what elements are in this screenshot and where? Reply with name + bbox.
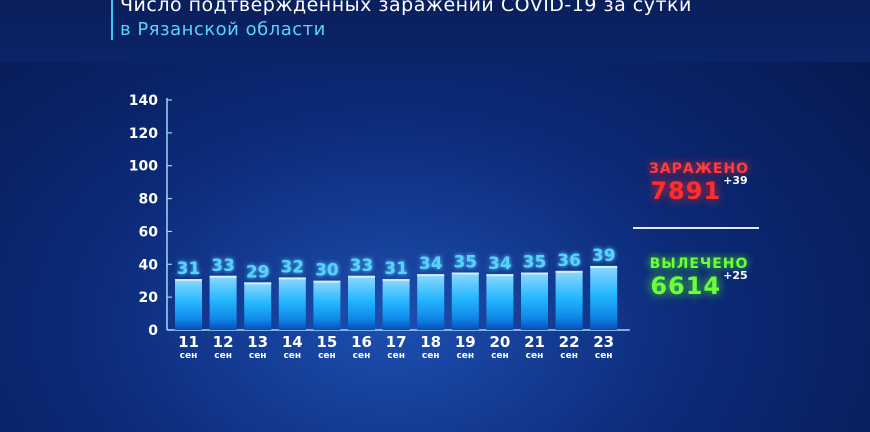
bar-value-label: 35 [453, 253, 477, 273]
bar-top-highlight [278, 277, 306, 280]
y-tick-label: 60 [139, 224, 159, 240]
bar [244, 282, 272, 330]
infected-label: ЗАРАЖЕНО [648, 161, 750, 177]
x-tick-sublabel: сен [422, 351, 440, 361]
bar-top-highlight [555, 270, 583, 273]
bar-top-highlight [244, 282, 272, 285]
x-tick-sublabel: сен [283, 351, 301, 361]
x-tick-label: 12 [213, 333, 234, 351]
bar [175, 279, 202, 330]
bar [451, 272, 479, 330]
y-tick-label: 140 [129, 93, 158, 109]
x-tick-sublabel: сен [180, 351, 198, 361]
bar [209, 275, 237, 330]
bar-top-highlight [313, 280, 341, 283]
y-tick-label: 120 [129, 126, 158, 142]
bar-top-highlight [521, 272, 548, 275]
y-tick-label: 100 [129, 159, 158, 175]
infected-stat: ЗАРАЖЕНО 7891 +39 [640, 161, 758, 205]
recovered-delta: +25 [723, 269, 748, 282]
x-tick-label: 11 [178, 333, 199, 351]
x-tick-label: 20 [489, 333, 510, 351]
bar [278, 277, 306, 330]
x-tick-sublabel: сен [560, 351, 578, 361]
x-tick-sublabel: сен [353, 351, 371, 361]
x-tick-label: 17 [386, 333, 407, 351]
x-tick-sublabel: сен [526, 351, 544, 361]
x-tick-sublabel: сен [595, 351, 613, 361]
x-tick-label: 16 [351, 333, 372, 351]
x-tick-sublabel: сен [456, 351, 474, 361]
bar [348, 275, 375, 330]
bar [590, 265, 618, 330]
x-tick-label: 14 [282, 333, 303, 351]
bar-value-label: 31 [177, 259, 201, 279]
x-tick-label: 13 [247, 333, 268, 351]
bar [417, 274, 445, 330]
bar-value-label: 34 [419, 254, 443, 274]
y-tick-label: 0 [148, 323, 158, 339]
bar [313, 280, 341, 330]
bar-top-highlight [451, 272, 479, 275]
chart-subtitle: в Рязанской области [120, 19, 326, 40]
header-band [0, 0, 870, 62]
bar-value-label: 32 [280, 257, 304, 277]
chart-labels: 3111сен3312сен2913сен3214сен3015сен3316с… [177, 246, 616, 361]
bar [555, 270, 583, 330]
x-tick-sublabel: сен [387, 351, 405, 361]
bar-value-label: 31 [384, 259, 408, 279]
x-tick-label: 23 [593, 333, 614, 351]
bar-value-label: 33 [350, 256, 374, 276]
x-tick-label: 21 [524, 333, 545, 351]
bar [521, 272, 548, 330]
chart-title: Число подтвержденных заражений COVID-19 … [120, 0, 692, 16]
bar-value-label: 36 [557, 251, 581, 271]
x-tick-sublabel: сен [214, 351, 232, 361]
bar [486, 274, 514, 330]
x-tick-sublabel: сен [318, 351, 336, 361]
infected-value: 7891 [650, 177, 722, 205]
bar-value-label: 39 [592, 246, 616, 266]
x-tick-label: 18 [420, 333, 441, 351]
bar-value-label: 30 [315, 261, 339, 281]
recovered-value: 6614 [650, 272, 722, 300]
bar-value-label: 33 [211, 256, 235, 276]
bar-top-highlight [417, 274, 445, 277]
bar-top-highlight [590, 265, 618, 268]
stats-divider [633, 227, 759, 229]
bar [382, 279, 410, 330]
bar-value-label: 34 [488, 254, 512, 274]
recovered-stat: ВЫЛЕЧЕНО 6614 +25 [640, 256, 758, 300]
title-accent-bar [111, 0, 113, 40]
chart-axes: 0 20 40 60 80 100 120 140 [129, 93, 630, 339]
bar-value-label: 35 [523, 253, 547, 273]
bar-top-highlight [348, 275, 375, 278]
bar-value-label: 29 [246, 262, 270, 282]
y-tick-label: 40 [139, 257, 159, 273]
x-tick-label: 15 [316, 333, 337, 351]
bar-top-highlight [382, 279, 410, 282]
bar-top-highlight [209, 275, 237, 278]
x-tick-label: 22 [559, 333, 580, 351]
recovered-label: ВЫЛЕЧЕНО [649, 256, 749, 272]
y-tick-label: 80 [139, 192, 159, 208]
bar-top-highlight [486, 274, 514, 277]
x-tick-sublabel: сен [491, 351, 509, 361]
y-tick-label: 20 [139, 290, 159, 306]
bar-top-highlight [175, 279, 202, 282]
x-tick-label: 19 [455, 333, 476, 351]
chart-bars [175, 265, 618, 330]
infected-delta: +39 [723, 174, 748, 187]
x-tick-sublabel: сен [249, 351, 267, 361]
